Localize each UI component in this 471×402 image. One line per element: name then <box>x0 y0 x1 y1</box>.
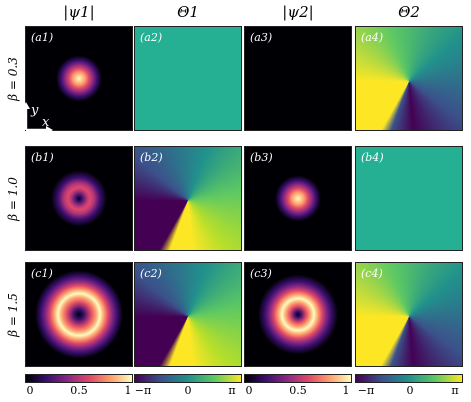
amplitude-ring <box>26 263 132 366</box>
panel-c3: (c3) <box>244 262 352 367</box>
axis-x-label: x <box>42 115 50 130</box>
panel-tag: (a1) <box>31 31 54 44</box>
panel-c2: (c2) <box>134 262 242 367</box>
amplitude-ring <box>26 147 132 250</box>
tick-amp1-0: 0 <box>26 384 34 397</box>
panel-tag: (b1) <box>31 151 54 164</box>
amplitude-empty <box>245 27 351 130</box>
panel-a4: (a4) <box>355 26 463 131</box>
panel-tag: (b2) <box>140 151 163 164</box>
panel-tag: (c2) <box>140 267 162 280</box>
header-theta2: Θ2 <box>355 2 463 22</box>
axis-y-label: y <box>30 103 39 118</box>
panel-c4: (c4) <box>355 262 463 367</box>
row-label-c-text: β = 1.5 <box>6 292 20 337</box>
tick-phase1-pos: π <box>228 384 236 397</box>
row-label-b: β = 1.0 <box>2 146 24 251</box>
amplitude-spot <box>245 147 351 250</box>
panel-tag: (c3) <box>250 267 272 280</box>
tick-phase2-neg: −π <box>357 384 375 397</box>
tick-phase1-neg: −π <box>134 384 152 397</box>
panel-tag: (c4) <box>361 267 383 280</box>
phase-vortex <box>356 27 462 130</box>
axes-icon: y x <box>22 102 53 134</box>
row-label-a: β = 0.3 <box>2 26 24 131</box>
tick-amp2-1: 1 <box>342 384 350 397</box>
phase-vortex <box>135 147 241 250</box>
header-theta1-text: Θ1 <box>177 3 199 21</box>
tick-amp1-half: 0.5 <box>70 384 88 397</box>
header-psi1: |ψ1| <box>25 2 133 22</box>
row-label-c: β = 1.5 <box>2 262 24 367</box>
tick-phase2-pos: π <box>451 384 459 397</box>
panel-a3: (a3) <box>244 26 352 131</box>
header-theta2-text: Θ2 <box>398 3 420 21</box>
panel-a1: (a1) <box>25 26 133 131</box>
colorbar-phase-1 <box>134 374 242 383</box>
panel-c1: (c1) <box>25 262 133 367</box>
tick-phase1-0: 0 <box>184 384 192 397</box>
phase-vortex <box>135 263 241 366</box>
panel-tag: (c1) <box>31 267 53 280</box>
panel-tag: (a3) <box>250 31 273 44</box>
panel-b2: (b2) <box>134 146 242 251</box>
tick-amp2-half: 0.5 <box>289 384 307 397</box>
panel-tag: (b4) <box>361 151 384 164</box>
tick-phase2-0: 0 <box>406 384 414 397</box>
header-theta1: Θ1 <box>134 2 242 22</box>
panel-b4: (b4) <box>355 146 463 251</box>
panel-tag: (b3) <box>250 151 273 164</box>
tick-amp2-0: 0 <box>245 384 253 397</box>
panel-b3: (b3) <box>244 146 352 251</box>
panel-tag: (a4) <box>361 31 384 44</box>
amplitude-ring <box>245 263 351 366</box>
row-label-a-text: β = 0.3 <box>6 56 20 101</box>
colorbar-amplitude-1 <box>25 374 133 383</box>
phase-uniform <box>135 27 241 130</box>
phase-vortex <box>356 263 462 366</box>
tick-amp1-1: 1 <box>124 384 132 397</box>
phase-uniform <box>356 147 462 250</box>
row-label-b-text: β = 1.0 <box>6 176 20 221</box>
panel-b1: (b1) <box>25 146 133 251</box>
colorbar-amplitude-2 <box>244 374 352 383</box>
colorbar-phase-2 <box>355 374 463 383</box>
header-psi1-text: |ψ1| <box>63 3 95 21</box>
amplitude-spot <box>26 27 132 130</box>
panel-tag: (a2) <box>140 31 163 44</box>
header-psi2: |ψ2| <box>244 2 352 22</box>
header-psi2-text: |ψ2| <box>282 3 314 21</box>
panel-a2: (a2) <box>134 26 242 131</box>
